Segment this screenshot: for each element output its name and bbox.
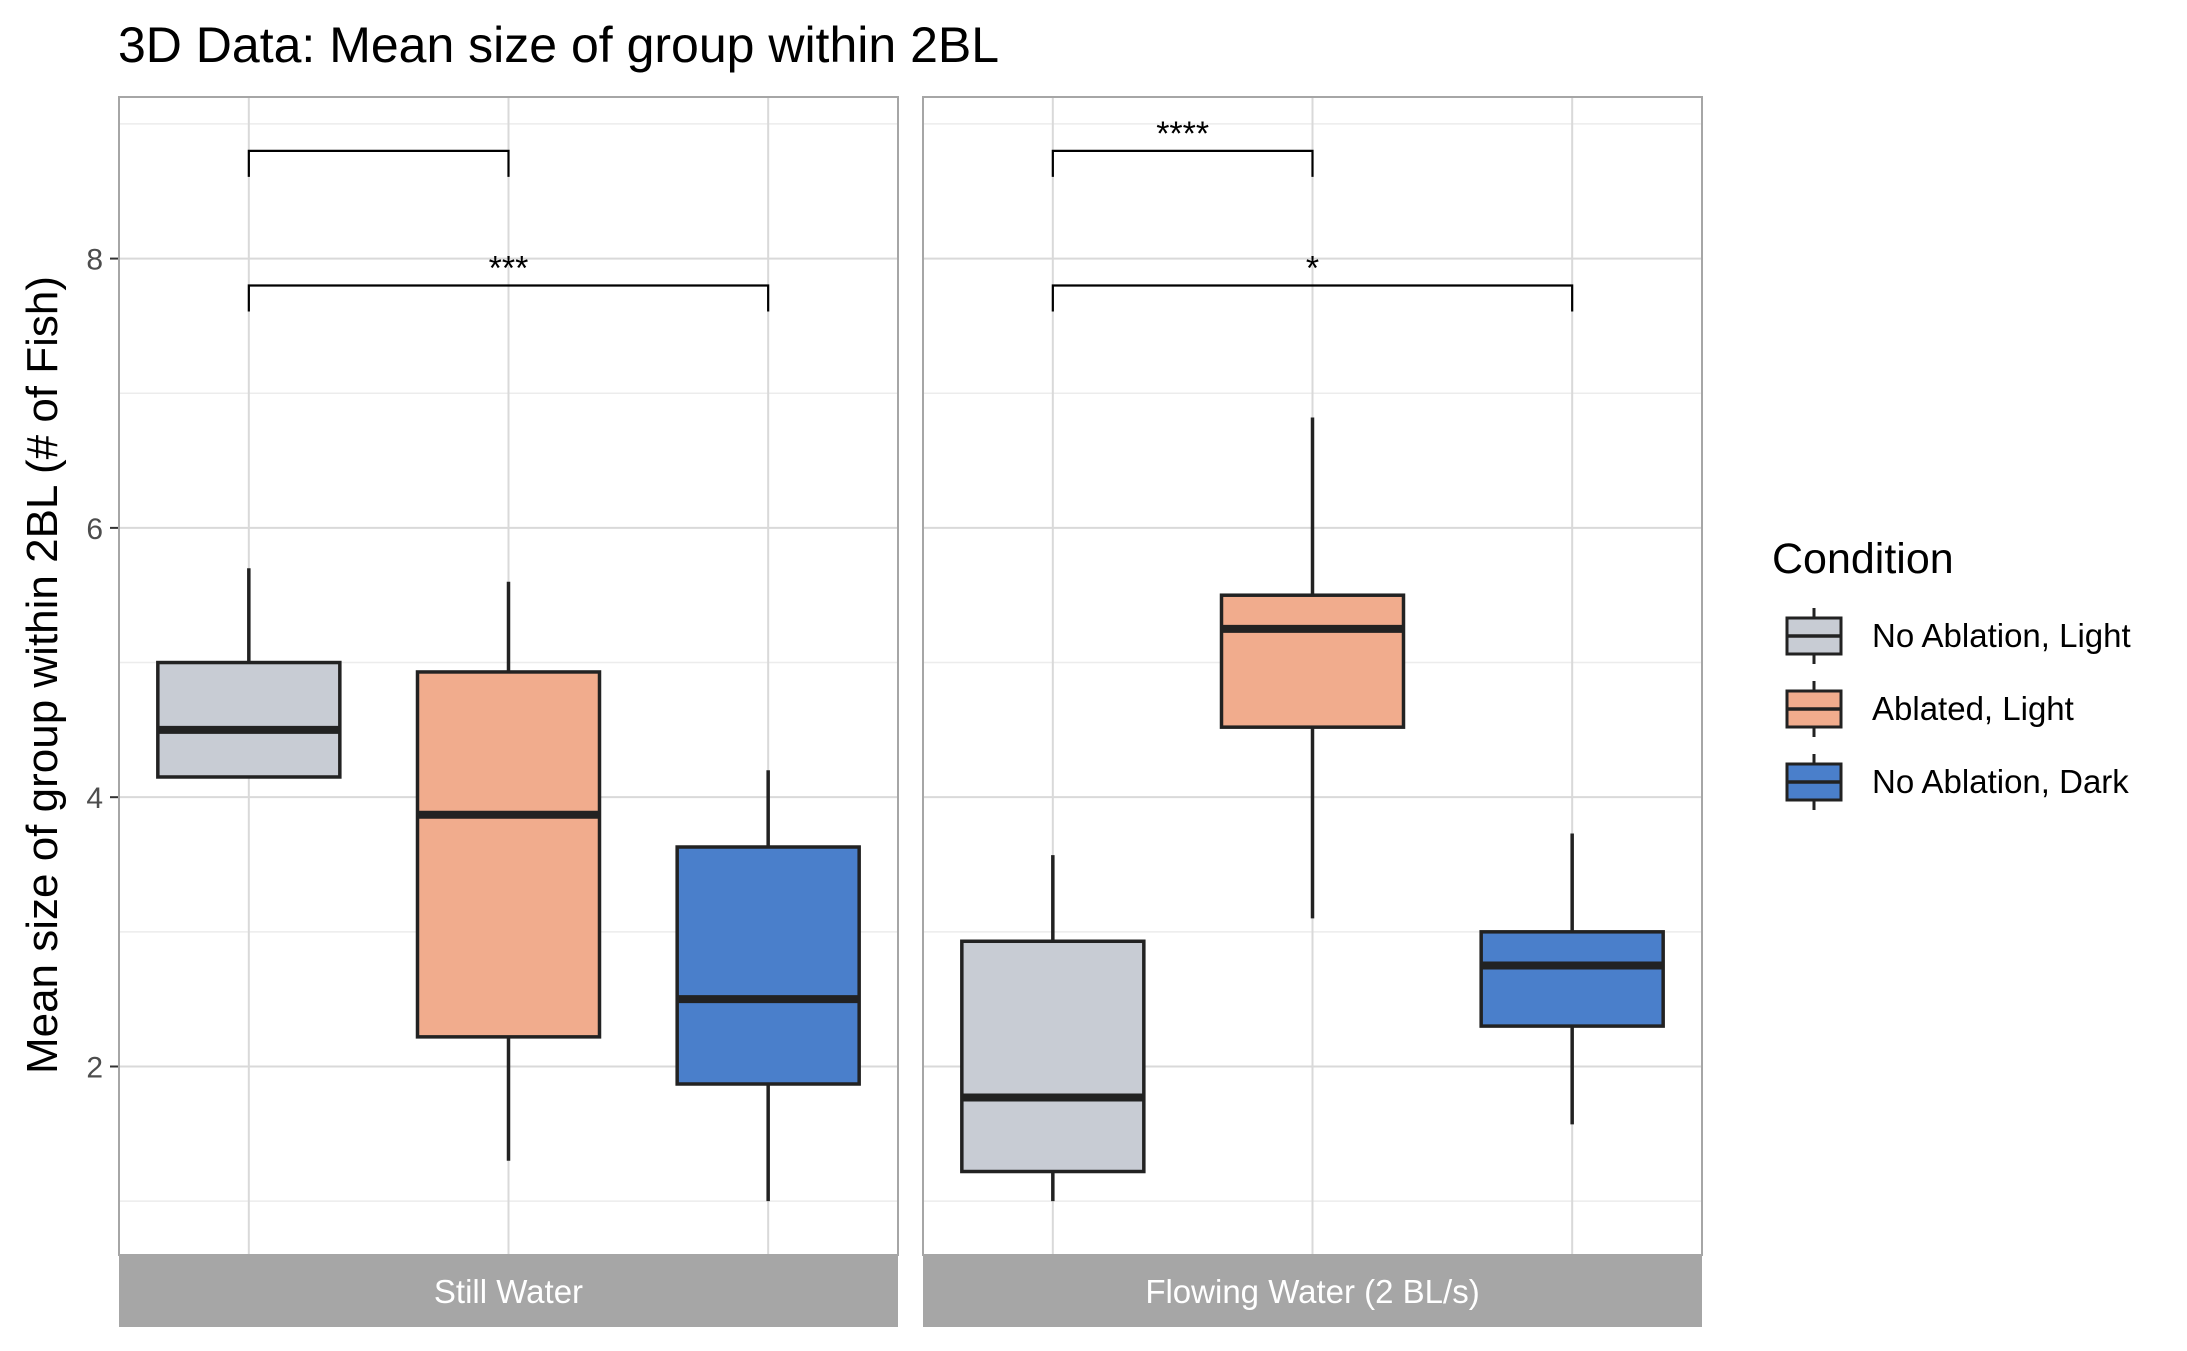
chart-title: 3D Data: Mean size of group within 2BL [118, 17, 999, 73]
legend-label: Ablated, Light [1872, 690, 2074, 727]
legend-label: No Ablation, Dark [1872, 763, 2129, 800]
y-tick-label: 4 [86, 782, 103, 815]
significance-bracket [247, 284, 770, 312]
legend: Condition No Ablation, Light Ablated, Lig… [1772, 535, 2131, 810]
box-body [415, 670, 602, 1039]
box-ablated-light [1219, 417, 1406, 919]
box-body [1219, 593, 1406, 729]
box-no-ablation-light [156, 568, 342, 779]
strip-label: Flowing Water (2 BL/s) [1145, 1273, 1479, 1310]
legend-entry: No Ablation, Dark [1785, 754, 2129, 810]
significance-label: **** [1156, 115, 1209, 153]
strip-background [119, 1255, 898, 1327]
y-tick-label: 6 [86, 513, 103, 546]
box-ablated-light [415, 581, 602, 1161]
y-axis-label: Mean size of group within 2BL (# of Fish… [18, 276, 67, 1074]
box-body [156, 660, 342, 779]
y-tick-label: 2 [86, 1051, 103, 1084]
significance-bracket [247, 149, 510, 177]
strip-background [923, 1255, 1702, 1327]
significance-bracket [1051, 149, 1314, 177]
y-tick-label: 8 [86, 244, 103, 277]
legend-label: No Ablation, Light [1872, 617, 2131, 654]
legend-title: Condition [1772, 535, 1954, 583]
legend-entry: Ablated, Light [1785, 681, 2074, 737]
significance-label: * [1306, 250, 1319, 288]
box-body [960, 939, 1146, 1174]
significance-label: *** [489, 250, 529, 288]
box-no-ablation-dark [1479, 833, 1665, 1125]
legend-entry: No Ablation, Light [1785, 608, 2131, 664]
box-no-ablation-light [960, 855, 1146, 1202]
facet-panel: 2 4 6 8 *** Still Water [86, 96, 899, 1327]
box-body [1479, 930, 1665, 1028]
strip-label: Still Water [434, 1273, 583, 1310]
box-no-ablation-dark [675, 770, 861, 1202]
significance-bracket [1051, 284, 1574, 312]
box-body [675, 845, 861, 1086]
facet-panel: *****Flowing Water (2 BL/s) [922, 96, 1703, 1327]
